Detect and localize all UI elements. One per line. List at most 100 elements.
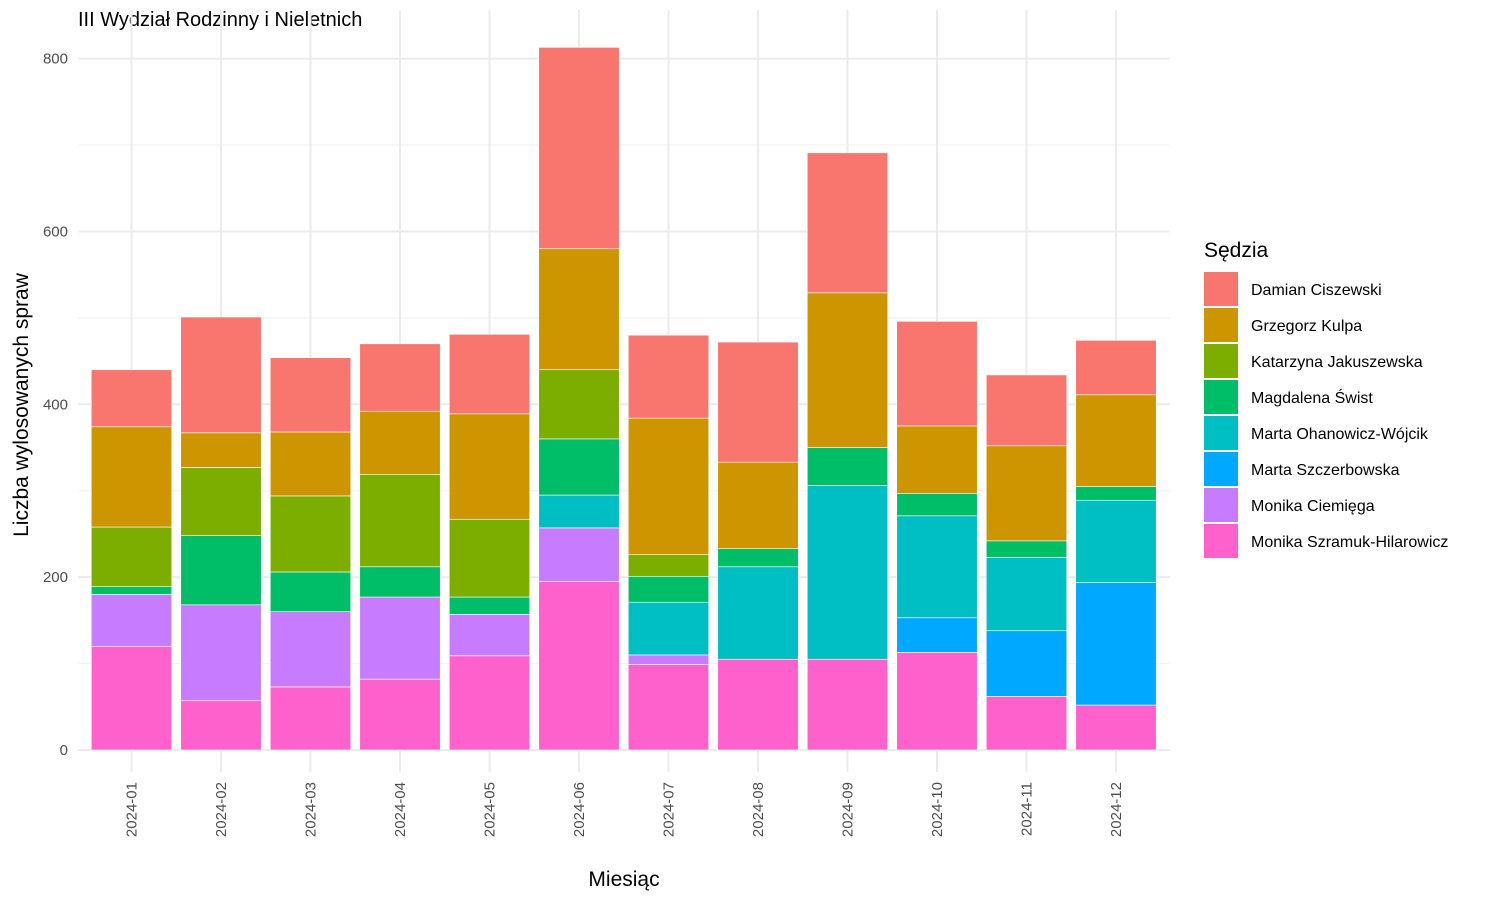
bar-segment [717,566,799,660]
bar-segment [90,586,173,595]
bar-segment [538,581,620,751]
bar-segment [538,47,620,250]
bar-segment [1075,486,1157,501]
bar-segment [717,548,799,568]
bar-segment [359,410,441,475]
bar-segment [269,357,352,433]
bar-segment [269,686,352,751]
bar-segment [1075,582,1157,706]
legend-swatch [1204,308,1238,342]
x-tick-label: 2024-11 [1019,782,1036,836]
bar-segment [90,369,173,428]
bar-segment [627,575,710,603]
bar-segment [448,614,531,657]
x-axis-title: Miesiąc [588,868,659,891]
bar-segment [806,658,889,751]
y-tick-label: 200 [43,569,68,586]
bar-segment [985,540,1068,558]
bar-segment [180,316,262,434]
bar-segment [1075,499,1157,583]
bar-segment [896,321,978,427]
bar-segment [717,461,799,549]
bar-segment [806,152,889,294]
y-tick-label: 800 [43,51,68,68]
legend-swatch [1204,416,1238,450]
bar-segment [448,413,531,520]
x-tick-label: 2024-04 [392,782,409,837]
bar-segment [985,556,1068,632]
bar-segment [180,467,262,536]
x-axis-ticks: 2024-01 2024-02 2024-03 2024-04 2024-05 2024-… [124,782,1126,837]
x-tick-label: 2024-03 [303,782,320,837]
bar-segment [985,696,1068,751]
bar-segment [538,248,620,371]
y-tick-label: 600 [43,223,68,240]
legend-swatch [1204,344,1238,378]
bar-segment [180,700,262,751]
legend-swatch [1204,452,1238,486]
legend-title: Sędzia [1204,239,1269,262]
y-axis-title: Liczba wylosowanych spraw [10,272,33,537]
bar-segment [180,535,262,606]
bar-segment [90,526,173,587]
bar-segment [448,518,531,598]
bar-segment [538,369,620,440]
bar-segment [717,341,799,463]
x-tick-label: 2024-12 [1108,782,1125,837]
legend-label: Grzegorz Kulpa [1251,318,1362,335]
bar-segment [538,494,620,529]
bar-segment [538,527,620,582]
legend-swatch [1204,524,1238,558]
x-tick-label: 2024-01 [124,782,141,837]
bar-segment [985,445,1068,542]
bars [90,47,1157,751]
bar-segment [180,432,262,468]
x-tick-label: 2024-02 [213,782,230,837]
legend-label: Katarzyna Jakuszewska [1251,354,1423,371]
x-tick-label: 2024-08 [750,782,767,837]
bar-segment [985,630,1068,697]
legend-swatch [1204,380,1238,414]
x-tick-label: 2024-06 [571,782,588,837]
bar-segment [896,617,978,653]
y-axis-ticks: 0 200 400 600 800 [43,51,68,759]
bar-segment [896,652,978,751]
bar-segment [359,474,441,568]
legend: Sędzia Damian Ciszewski Grzegorz Kulpa Kat… [1204,239,1448,558]
bar-segment [90,594,173,647]
legend-swatch [1204,488,1238,522]
y-tick-label: 400 [43,396,68,413]
bar-segment [269,495,352,573]
bar-segment [359,566,441,598]
bar-segment [90,426,173,528]
legend-swatch [1204,272,1238,306]
bar-segment [538,438,620,496]
bar-segment [806,447,889,486]
bar-segment [359,343,441,412]
legend-label: Damian Ciszewski [1251,282,1382,299]
bar-segment [627,334,710,419]
bar-segment [90,645,173,751]
x-tick-label: 2024-09 [840,782,857,837]
bar-segment [896,493,978,517]
bar-segment [896,425,978,494]
x-tick-label: 2024-10 [929,782,946,837]
legend-label: Marta Szczerbowska [1251,462,1400,479]
bar-segment [359,678,441,751]
bar-segment [896,515,978,619]
bar-segment [448,655,531,751]
legend-label: Marta Ohanowicz-Wójcik [1251,426,1429,443]
bar-segment [448,596,531,615]
bar-segment [1075,704,1157,751]
bar-segment [627,664,710,751]
y-tick-label: 0 [60,742,68,759]
bar-segment [269,611,352,688]
bar-segment [627,654,710,665]
bar-segment [806,292,889,448]
bar-segment [359,596,441,680]
x-tick-label: 2024-07 [661,782,678,837]
bar-segment [269,571,352,613]
legend-label: Monika Szramuk-Hilarowicz [1251,534,1448,551]
bar-segment [1075,340,1157,396]
